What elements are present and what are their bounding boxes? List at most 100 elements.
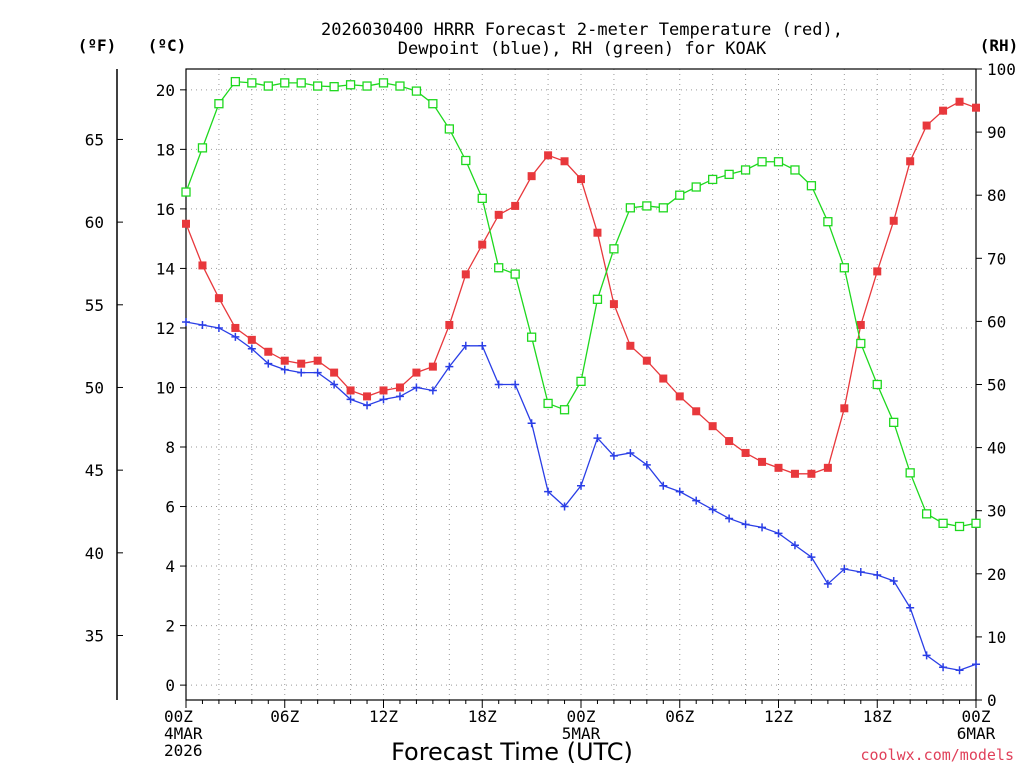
- dewpoint-point: [856, 568, 865, 577]
- fahrenheit-tick-label: 65: [85, 130, 104, 149]
- rh-point: [823, 217, 833, 227]
- rh-tick-label: 100: [987, 60, 1016, 79]
- rh-unit-label: (RH): [980, 36, 1019, 55]
- rh-tick-label: 40: [987, 439, 1006, 458]
- fahrenheit-tick-label: 40: [85, 544, 104, 563]
- time-tick-label: 06Z: [270, 707, 299, 726]
- dewpoint-point: [264, 359, 273, 368]
- temperature-point: [741, 448, 750, 457]
- dewpoint-point: [428, 386, 437, 395]
- temperature-point: [198, 261, 207, 270]
- celsius-tick-label: 14: [156, 259, 175, 278]
- celsius-tick-label: 6: [165, 498, 175, 517]
- rh-point: [971, 518, 981, 528]
- dewpoint-point: [461, 341, 470, 350]
- rh-point: [642, 201, 652, 211]
- rh-point: [609, 244, 619, 254]
- rh-point: [296, 78, 306, 88]
- fahrenheit-tick-label: 60: [85, 213, 104, 232]
- temperature-point: [922, 121, 931, 130]
- rh-point: [708, 174, 718, 185]
- time-tick-label: 18Z: [468, 707, 497, 726]
- rh-point: [411, 86, 422, 96]
- rh-point: [477, 193, 487, 204]
- temperature-point: [214, 294, 223, 303]
- temperature-point: [807, 469, 816, 478]
- temperature-point: [445, 320, 454, 329]
- celsius-tick-label: 8: [165, 438, 175, 457]
- credit-text: coolwx.com/models: [860, 746, 1014, 764]
- temperature-point: [939, 106, 948, 115]
- rh-point: [905, 468, 915, 478]
- dewpoint-point: [939, 663, 948, 672]
- dewpoint-point: [593, 434, 602, 443]
- dewpoint-point: [280, 365, 289, 374]
- rh-point: [691, 182, 701, 192]
- temperature-point: [725, 437, 734, 446]
- rh-tick-label: 50: [987, 376, 1006, 395]
- celsius-tick-label: 10: [156, 378, 175, 397]
- temperature-point: [461, 270, 470, 279]
- rh-point: [921, 509, 932, 519]
- temperature-point: [593, 228, 602, 237]
- dewpoint-point: [725, 514, 734, 523]
- series-layer: [181, 76, 981, 675]
- celsius-tick-label: 20: [156, 81, 175, 100]
- temperature-point: [873, 267, 882, 276]
- temperature-point: [428, 362, 437, 371]
- dewpoint-point: [247, 344, 256, 353]
- temperature-point: [675, 392, 684, 401]
- fahrenheit-tick-label: 35: [85, 627, 104, 646]
- rh-point: [856, 338, 866, 349]
- dewpoint-point: [214, 323, 223, 332]
- rh-point: [675, 190, 685, 200]
- temperature-point: [280, 356, 289, 365]
- rh-point: [378, 78, 389, 88]
- rh-point: [395, 81, 405, 91]
- temperature-point: [231, 323, 240, 332]
- chart-title: 2026030400 HRRR Forecast 2-meter Tempera…: [321, 20, 843, 59]
- dewpoint-point: [527, 419, 536, 428]
- time-tick-label: 5MAR: [562, 724, 601, 743]
- dewpoint-point: [560, 502, 569, 511]
- temperature-point: [363, 392, 372, 401]
- time-tick-label: 12Z: [369, 707, 398, 726]
- celsius-axis: 0 2 4 6 8 10 12 14 16 18 20: [156, 81, 186, 695]
- rh-point: [576, 376, 586, 386]
- time-tick-label: 6MAR: [957, 724, 996, 743]
- rh-point: [790, 165, 800, 175]
- title-line-2: Dewpoint (blue), RH (green) for KOAK: [398, 39, 767, 59]
- dewpoint-point: [494, 380, 503, 389]
- celsius-tick-label: 0: [165, 676, 175, 695]
- rh-point: [839, 263, 849, 273]
- fahrenheit-tick-label: 45: [85, 461, 104, 480]
- celsius-tick-label: 16: [156, 200, 175, 219]
- rh-point: [428, 99, 438, 109]
- time-tick-label: 00Z: [962, 707, 991, 726]
- dewpoint-point: [231, 332, 240, 341]
- x-axis-title: Forecast Time (UTC): [391, 738, 633, 766]
- fahrenheit-unit-label: (ºF): [78, 36, 117, 55]
- rh-point: [329, 82, 339, 92]
- temperature-point: [856, 320, 865, 329]
- dewpoint-point: [758, 523, 767, 532]
- dewpoint-point: [395, 392, 404, 401]
- temperature-point: [395, 383, 404, 392]
- temperature-point: [511, 201, 520, 210]
- rh-point: [658, 203, 668, 213]
- series-temperature: [182, 97, 980, 478]
- temperature-point: [889, 216, 898, 225]
- rh-point: [740, 165, 751, 175]
- rh-point: [543, 398, 553, 409]
- celsius-tick-label: 2: [165, 617, 175, 636]
- temperature-point: [412, 368, 421, 377]
- rh-point: [230, 76, 241, 87]
- rh-point: [362, 81, 372, 91]
- series-dewpoint: [182, 317, 980, 675]
- rh-tick-label: 90: [987, 123, 1006, 142]
- temperature-point: [955, 97, 964, 106]
- dewpoint-point: [379, 395, 388, 404]
- temperature-point: [577, 175, 585, 184]
- fahrenheit-tick-label: 50: [85, 378, 104, 397]
